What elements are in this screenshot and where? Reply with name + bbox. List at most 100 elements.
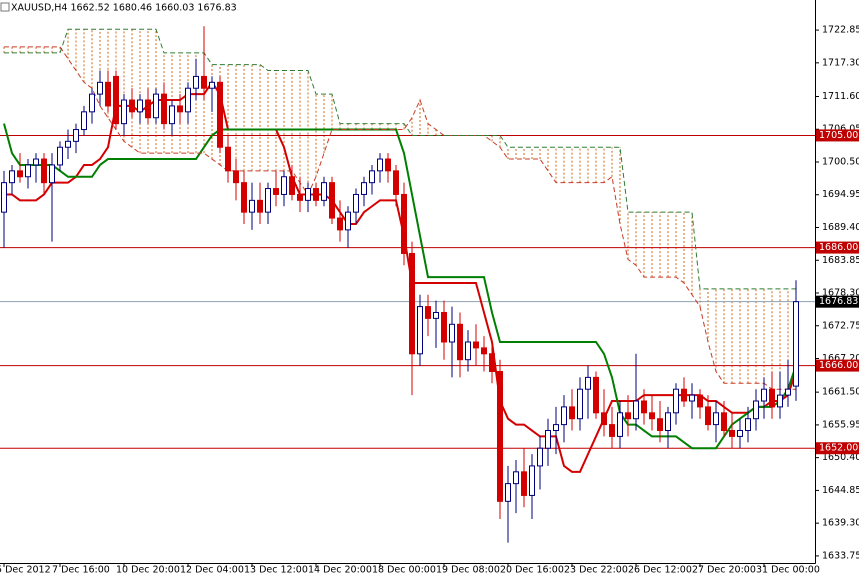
candle-body <box>169 105 175 125</box>
candle-body <box>281 176 287 195</box>
level-label: 1652.00 <box>819 443 858 454</box>
candle-body <box>441 311 447 343</box>
candle-body <box>257 199 263 213</box>
x-tick-label: 19 Dec 08:00 <box>436 565 500 575</box>
candle-body <box>9 170 15 184</box>
candle-body <box>313 188 319 201</box>
y-tick-label: 1700.50 <box>822 156 859 167</box>
candle-body <box>265 188 271 213</box>
candle-body <box>57 146 63 166</box>
candle-body <box>97 81 103 95</box>
candle-body <box>217 81 223 148</box>
candle-body <box>305 188 311 201</box>
candle-body <box>553 424 559 432</box>
candle-body <box>785 388 791 396</box>
x-tick-label: 26 Dec 12:00 <box>628 565 692 575</box>
candle-body <box>713 412 719 426</box>
candle-body <box>769 388 775 408</box>
y-tick-label: 1711.60 <box>822 91 859 102</box>
candle-body <box>417 306 423 355</box>
candle-body <box>161 93 167 125</box>
candle-body <box>249 199 255 213</box>
candle-body <box>537 447 543 467</box>
candle-body <box>433 311 439 319</box>
y-tick-label: 1633.75 <box>822 550 859 561</box>
candle-body <box>401 193 407 254</box>
candle-body <box>777 394 783 408</box>
candle-body <box>593 376 599 414</box>
candle-body <box>121 99 127 125</box>
candle-body <box>617 412 623 437</box>
candle-body <box>729 430 735 437</box>
candle-body <box>561 406 567 426</box>
level-label: 1705.00 <box>819 130 858 141</box>
candle-body <box>25 164 31 178</box>
x-tick-label: 27 Dec 20:00 <box>692 565 756 575</box>
y-tick-label: 1661.50 <box>822 387 859 398</box>
y-tick-label: 1672.75 <box>822 320 859 331</box>
candle-body <box>185 87 191 113</box>
y-tick-label: 1706.05 <box>822 124 859 135</box>
x-tick-label: 13 Dec 12:00 <box>244 565 308 575</box>
candle-body <box>681 388 687 402</box>
candle-body <box>633 400 639 420</box>
candle-body <box>657 418 663 432</box>
candle-body <box>209 81 215 89</box>
x-tick-label: 20 Dec 16:00 <box>500 565 564 575</box>
candle-body <box>73 129 79 142</box>
y-tick-label: 1678.30 <box>822 288 859 299</box>
candle-body <box>513 471 519 485</box>
candle-body <box>689 394 695 402</box>
x-tick-label: 18 Dec 00:00 <box>372 565 436 575</box>
level-label-box <box>816 241 859 254</box>
candle-body <box>745 418 751 432</box>
candle-body <box>665 412 671 432</box>
y-tick-label: 1650.40 <box>822 452 859 463</box>
chart-title: XAUUSD,H4 1662.52 1680.46 1660.03 1676.8… <box>11 3 237 14</box>
candle-body <box>289 176 295 195</box>
level-label: 1676.83 <box>819 296 858 307</box>
y-tick-label: 1644.85 <box>822 485 859 496</box>
candle-body <box>1 182 7 213</box>
y-tick-label: 1722.85 <box>822 25 859 36</box>
level-label: 1666.00 <box>819 360 858 371</box>
indicator-line <box>4 80 797 473</box>
candle-body <box>457 323 463 361</box>
candle-body <box>641 400 647 414</box>
x-tick-label: 7 Dec 16:00 <box>52 565 110 575</box>
plot-area <box>0 26 815 543</box>
candle-body <box>569 406 575 420</box>
candle-body <box>329 182 335 219</box>
y-tick-label: 1689.40 <box>822 222 859 233</box>
candle-body <box>241 182 247 213</box>
candle-body <box>409 252 415 355</box>
candle-body <box>545 430 551 449</box>
candle-body <box>521 471 527 496</box>
candle-body <box>465 341 471 361</box>
candle-body <box>425 306 431 319</box>
candle-body <box>377 158 383 172</box>
candle-body <box>585 376 591 390</box>
candle-body <box>225 146 231 172</box>
cloud-span-line <box>4 46 796 390</box>
candle-body <box>393 170 399 195</box>
y-tick-label: 1683.85 <box>822 255 859 266</box>
candle-body <box>489 353 495 372</box>
candle-body <box>145 99 151 119</box>
candle-body <box>369 170 375 184</box>
candle-body <box>81 111 87 131</box>
candle-body <box>65 140 71 148</box>
x-tick-label: 31 Dec 00:00 <box>756 565 820 575</box>
candle-body <box>177 105 183 113</box>
candle-body <box>233 170 239 184</box>
candle-body <box>529 465 535 496</box>
candle-body <box>473 341 479 349</box>
y-tick-label: 1694.95 <box>822 189 859 200</box>
level-label-box <box>816 129 859 142</box>
y-tick-label: 1667.20 <box>822 353 859 364</box>
candle-body <box>449 323 455 343</box>
candle-body <box>193 75 199 89</box>
level-label-box <box>816 359 859 372</box>
